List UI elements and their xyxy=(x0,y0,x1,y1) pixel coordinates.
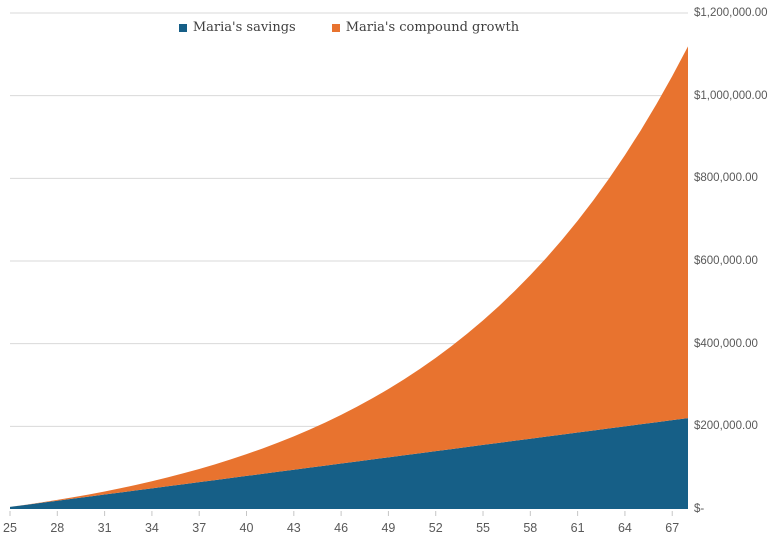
x-axis-label: 49 xyxy=(381,521,396,535)
x-axis-label: 67 xyxy=(665,521,680,535)
x-axis-label: 64 xyxy=(617,521,632,535)
y-axis-label: $200,000.00 xyxy=(694,420,758,433)
legend-label-savings: Maria's savings xyxy=(192,20,296,35)
savings-swatch-icon xyxy=(178,23,187,32)
x-axis-label: 34 xyxy=(144,521,159,535)
x-axis-label: 58 xyxy=(523,521,538,535)
legend-item-savings: Maria's savings xyxy=(178,20,296,35)
x-axis-label: 31 xyxy=(97,521,112,535)
legend-item-compound-growth: Maria's compound growth xyxy=(331,20,520,35)
x-axis-label: 28 xyxy=(50,521,65,535)
y-axis-label: $400,000.00 xyxy=(694,337,758,350)
x-axis-label: 40 xyxy=(239,521,254,535)
legend-label-compound-growth: Maria's compound growth xyxy=(345,20,520,35)
chart-legend: Maria's savings Maria's compound growth xyxy=(0,20,698,35)
x-axis-label: 46 xyxy=(334,521,349,535)
y-axis-label: $1,000,000.00 xyxy=(694,89,768,102)
x-axis-label: 25 xyxy=(3,521,17,535)
y-axis-label: $- xyxy=(694,503,705,515)
x-axis-label: 37 xyxy=(192,521,207,535)
compound-growth-swatch-icon xyxy=(331,23,340,32)
y-axis-label: $800,000.00 xyxy=(694,172,758,185)
x-axis-label: 61 xyxy=(570,521,585,535)
y-axis-label: $1,200,000.00 xyxy=(694,7,768,19)
x-axis-label: 52 xyxy=(428,521,443,535)
x-axis-label: 43 xyxy=(286,521,301,535)
compound-growth-area-series xyxy=(10,46,688,507)
savings-area-series xyxy=(10,418,688,509)
y-axis-label: $600,000.00 xyxy=(694,255,758,267)
x-axis-label: 55 xyxy=(476,521,490,535)
